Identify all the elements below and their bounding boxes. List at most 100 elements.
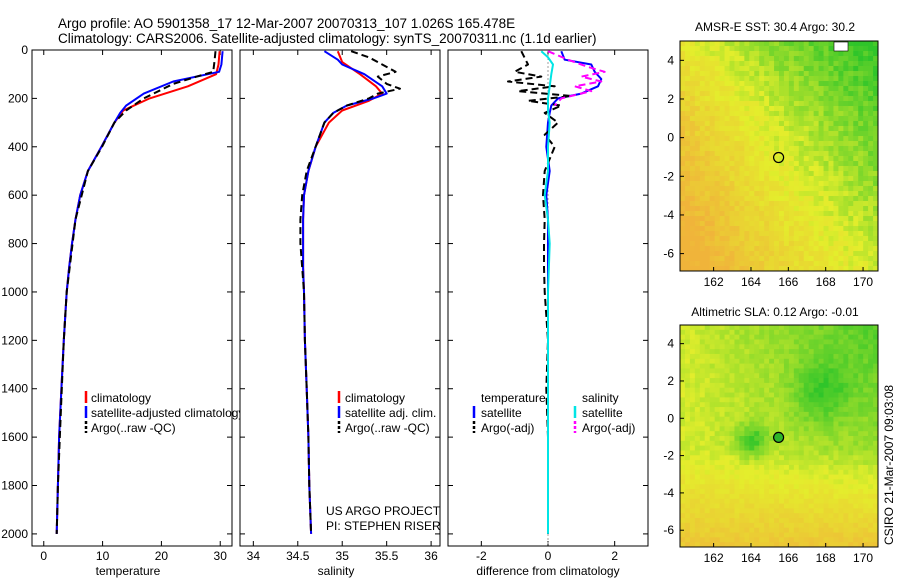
heatmap-cell bbox=[709, 76, 716, 82]
heatmap-cell bbox=[853, 421, 859, 427]
heatmap-cell bbox=[749, 402, 755, 408]
heatmap-cell bbox=[754, 136, 760, 142]
heatmap-cell bbox=[838, 226, 844, 232]
heatmap-cell bbox=[759, 532, 765, 538]
heatmap-cell bbox=[848, 474, 854, 481]
heatmap-cell bbox=[759, 402, 765, 408]
heatmap-cell bbox=[739, 378, 745, 384]
heatmap-cell bbox=[680, 421, 686, 427]
heatmap-cell bbox=[848, 51, 854, 57]
heatmap-cell bbox=[828, 498, 835, 505]
heatmap-cell bbox=[848, 106, 854, 112]
heatmap-cell bbox=[843, 266, 849, 271]
heatmap-cell bbox=[828, 421, 835, 427]
heatmap-cell bbox=[803, 397, 810, 403]
heatmap-cell bbox=[838, 431, 844, 437]
heatmap-cell bbox=[873, 397, 878, 403]
heatmap-cell bbox=[818, 353, 825, 360]
heatmap-cell bbox=[749, 231, 755, 237]
heatmap-cell bbox=[774, 211, 780, 217]
heatmap-cell bbox=[818, 241, 825, 247]
heatmap-cell bbox=[724, 236, 731, 242]
heatmap-cell bbox=[788, 91, 795, 97]
heatmap-cell bbox=[684, 349, 691, 355]
heatmap-cell bbox=[739, 246, 745, 252]
heatmap-cell bbox=[680, 349, 686, 355]
heatmap-cell bbox=[873, 156, 878, 162]
heatmap-cell bbox=[783, 96, 790, 102]
heatmap-cell bbox=[863, 156, 869, 162]
heatmap-cell bbox=[828, 251, 835, 257]
heatmap-cell bbox=[694, 537, 701, 543]
heatmap-cell bbox=[709, 161, 716, 167]
heatmap-cell bbox=[729, 216, 736, 222]
heatmap-cell bbox=[680, 382, 686, 389]
heatmap-cell bbox=[769, 146, 775, 152]
heatmap-cell bbox=[848, 246, 854, 252]
heatmap-cell bbox=[774, 344, 780, 350]
heatmap-cell bbox=[848, 493, 854, 500]
heatmap-cell bbox=[783, 542, 790, 547]
heatmap-cell bbox=[808, 373, 815, 379]
heatmap-cell bbox=[719, 368, 726, 374]
heatmap-cell bbox=[774, 479, 780, 485]
heatmap-cell bbox=[744, 503, 750, 509]
heatmap-cell bbox=[759, 368, 765, 374]
heatmap-cell bbox=[764, 455, 770, 461]
heatmap-cell bbox=[714, 440, 721, 447]
heatmap-cell bbox=[873, 186, 878, 192]
heatmap-cell bbox=[729, 440, 736, 447]
heatmap-cell bbox=[764, 106, 770, 112]
heatmap-cell bbox=[823, 206, 830, 212]
heatmap-cell bbox=[868, 136, 874, 142]
heatmap-cell bbox=[833, 455, 839, 461]
heatmap-cell bbox=[749, 256, 755, 262]
heatmap-cell bbox=[749, 176, 755, 182]
heatmap-cell bbox=[689, 450, 696, 456]
heatmap-cell bbox=[689, 358, 696, 365]
heatmap-cell bbox=[843, 378, 849, 384]
heatmap-cell bbox=[803, 329, 810, 336]
heatmap-cell bbox=[808, 261, 815, 267]
heatmap-cell bbox=[719, 464, 726, 471]
heatmap-cell bbox=[749, 498, 755, 505]
heatmap-cell bbox=[853, 41, 859, 47]
heatmap-cell bbox=[823, 231, 830, 237]
heatmap-cell bbox=[744, 151, 750, 157]
heatmap-cell bbox=[818, 368, 825, 374]
heatmap-cell bbox=[838, 76, 844, 82]
heatmap-cell bbox=[783, 66, 790, 72]
heatmap-cell bbox=[793, 46, 800, 52]
heatmap-cell bbox=[754, 373, 760, 379]
heatmap-cell bbox=[838, 373, 844, 379]
heatmap-cell bbox=[709, 527, 716, 534]
heatmap-cell bbox=[828, 450, 835, 456]
heatmap-cell bbox=[853, 181, 859, 187]
heatmap-cell bbox=[779, 266, 785, 271]
heatmap-cell bbox=[774, 136, 780, 142]
heatmap-cell bbox=[689, 156, 696, 162]
heatmap-cell bbox=[808, 542, 815, 547]
heatmap-cell bbox=[788, 349, 795, 355]
heatmap-cell bbox=[744, 206, 750, 212]
heatmap-cell bbox=[729, 241, 736, 247]
heatmap-cell bbox=[714, 171, 721, 177]
heatmap-cell bbox=[848, 46, 854, 52]
heatmap-cell bbox=[783, 518, 790, 524]
heatmap-cell bbox=[793, 236, 800, 242]
heatmap-cell bbox=[833, 440, 839, 447]
heatmap-cell bbox=[873, 349, 878, 355]
heatmap-cell bbox=[848, 542, 854, 547]
heatmap-cell bbox=[788, 416, 795, 423]
heatmap-cell bbox=[699, 503, 706, 509]
heatmap-cell bbox=[774, 191, 780, 197]
heatmap-cell bbox=[714, 51, 721, 57]
heatmap-cell bbox=[694, 186, 701, 192]
heatmap-cell bbox=[793, 256, 800, 262]
heatmap-cell bbox=[680, 469, 686, 476]
heatmap-cell bbox=[699, 349, 706, 355]
heatmap-cell bbox=[729, 474, 736, 481]
heatmap-cell bbox=[759, 131, 765, 137]
temperature-xlabel: temperature bbox=[96, 564, 161, 578]
heatmap-cell bbox=[724, 358, 731, 365]
